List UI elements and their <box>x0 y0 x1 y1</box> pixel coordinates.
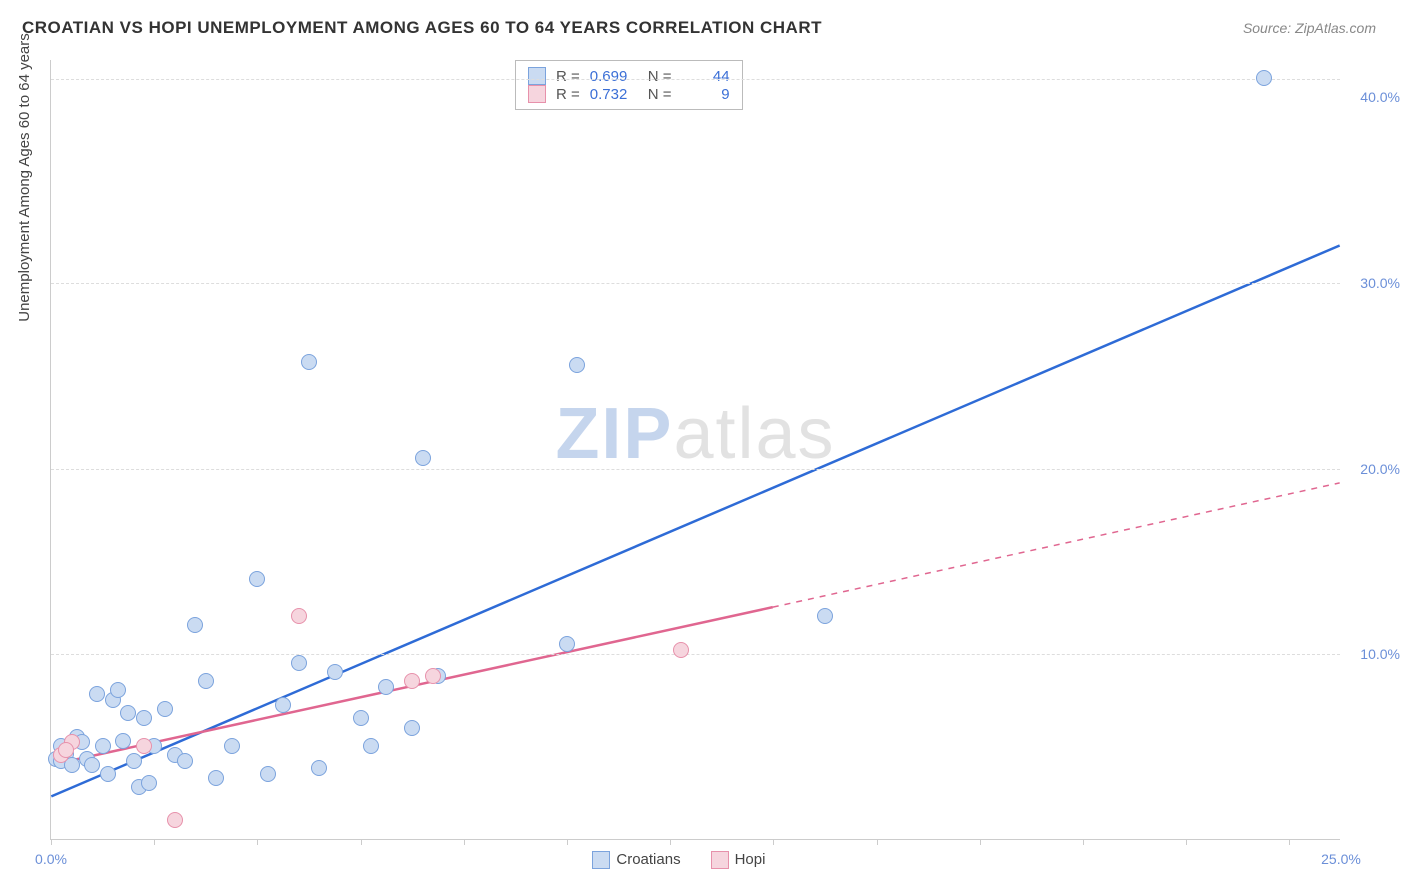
data-point <box>327 664 343 680</box>
x-tick <box>980 839 981 845</box>
data-point <box>208 770 224 786</box>
data-point <box>84 757 100 773</box>
data-point <box>1256 70 1272 86</box>
y-tick-label: 40.0% <box>1360 89 1400 105</box>
x-tick-label: 0.0% <box>35 851 67 867</box>
data-point <box>404 720 420 736</box>
data-point <box>115 733 131 749</box>
watermark-atlas: atlas <box>673 394 835 474</box>
regression-line <box>51 245 1339 796</box>
data-point <box>89 686 105 702</box>
gridline <box>51 283 1340 284</box>
data-point <box>260 766 276 782</box>
data-point <box>58 742 74 758</box>
data-point <box>353 710 369 726</box>
data-point <box>301 354 317 370</box>
legend-stat-row: R = 0.699 N = 44 <box>528 67 730 85</box>
data-point <box>136 710 152 726</box>
data-point <box>110 682 126 698</box>
x-tick <box>1186 839 1187 845</box>
legend-r-value: 0.732 <box>590 86 638 103</box>
data-point <box>311 760 327 776</box>
legend-stats: R = 0.699 N = 44 R = 0.732 N = 9 <box>515 60 743 110</box>
data-point <box>291 608 307 624</box>
gridline <box>51 469 1340 470</box>
data-point <box>291 655 307 671</box>
gridline <box>51 654 1340 655</box>
x-tick-label: 25.0% <box>1321 851 1361 867</box>
data-point <box>378 679 394 695</box>
gridline <box>51 79 1340 80</box>
legend-series-item: Croatians <box>592 851 680 869</box>
x-tick <box>154 839 155 845</box>
data-point <box>167 812 183 828</box>
data-point <box>559 636 575 652</box>
watermark: ZIPatlas <box>555 393 835 475</box>
data-point <box>673 642 689 658</box>
data-point <box>569 357 585 373</box>
data-point <box>157 701 173 717</box>
data-point <box>141 775 157 791</box>
x-tick <box>1289 839 1290 845</box>
x-tick <box>51 839 52 845</box>
legend-swatch <box>528 85 546 103</box>
data-point <box>275 697 291 713</box>
legend-n-label: N = <box>648 68 672 85</box>
legend-r-value: 0.699 <box>590 68 638 85</box>
data-point <box>100 766 116 782</box>
legend-r-label: R = <box>556 86 580 103</box>
x-tick <box>877 839 878 845</box>
legend-r-label: R = <box>556 68 580 85</box>
legend-swatch <box>528 67 546 85</box>
data-point <box>177 753 193 769</box>
legend-n-label: N = <box>648 86 672 103</box>
plot-area: ZIPatlas R =0.699N =44R =0.732N =9 Croat… <box>50 60 1340 840</box>
legend-series-name: Croatians <box>616 851 680 868</box>
legend-swatch <box>711 851 729 869</box>
x-tick <box>361 839 362 845</box>
legend-n-value: 9 <box>682 86 730 103</box>
legend-series: Croatians Hopi <box>592 851 765 869</box>
legend-stat-row: R = 0.732 N = 9 <box>528 85 730 103</box>
data-point <box>415 450 431 466</box>
legend-swatch <box>592 851 610 869</box>
data-point <box>363 738 379 754</box>
legend-series-item: Hopi <box>711 851 766 869</box>
x-tick <box>670 839 671 845</box>
data-point <box>95 738 111 754</box>
data-point <box>817 608 833 624</box>
x-tick <box>464 839 465 845</box>
y-axis-label: Unemployment Among Ages 60 to 64 years <box>16 33 33 322</box>
data-point <box>249 571 265 587</box>
page-title: CROATIAN VS HOPI UNEMPLOYMENT AMONG AGES… <box>22 18 822 38</box>
data-point <box>425 668 441 684</box>
watermark-zip: ZIP <box>555 394 673 474</box>
regression-lines <box>51 60 1340 839</box>
x-tick <box>257 839 258 845</box>
legend-series-name: Hopi <box>735 851 766 868</box>
y-tick-label: 10.0% <box>1360 646 1400 662</box>
chart-container: Unemployment Among Ages 60 to 64 years Z… <box>44 60 1386 872</box>
regression-line-extrapolated <box>773 483 1340 607</box>
legend-n-value: 44 <box>682 68 730 85</box>
data-point <box>224 738 240 754</box>
y-tick-label: 30.0% <box>1360 275 1400 291</box>
data-point <box>120 705 136 721</box>
data-point <box>404 673 420 689</box>
x-tick <box>1083 839 1084 845</box>
header: CROATIAN VS HOPI UNEMPLOYMENT AMONG AGES… <box>0 0 1406 48</box>
data-point <box>126 753 142 769</box>
x-tick <box>773 839 774 845</box>
data-point <box>136 738 152 754</box>
source-label: Source: ZipAtlas.com <box>1243 20 1376 36</box>
y-tick-label: 20.0% <box>1360 461 1400 477</box>
data-point <box>198 673 214 689</box>
data-point <box>187 617 203 633</box>
x-tick <box>567 839 568 845</box>
